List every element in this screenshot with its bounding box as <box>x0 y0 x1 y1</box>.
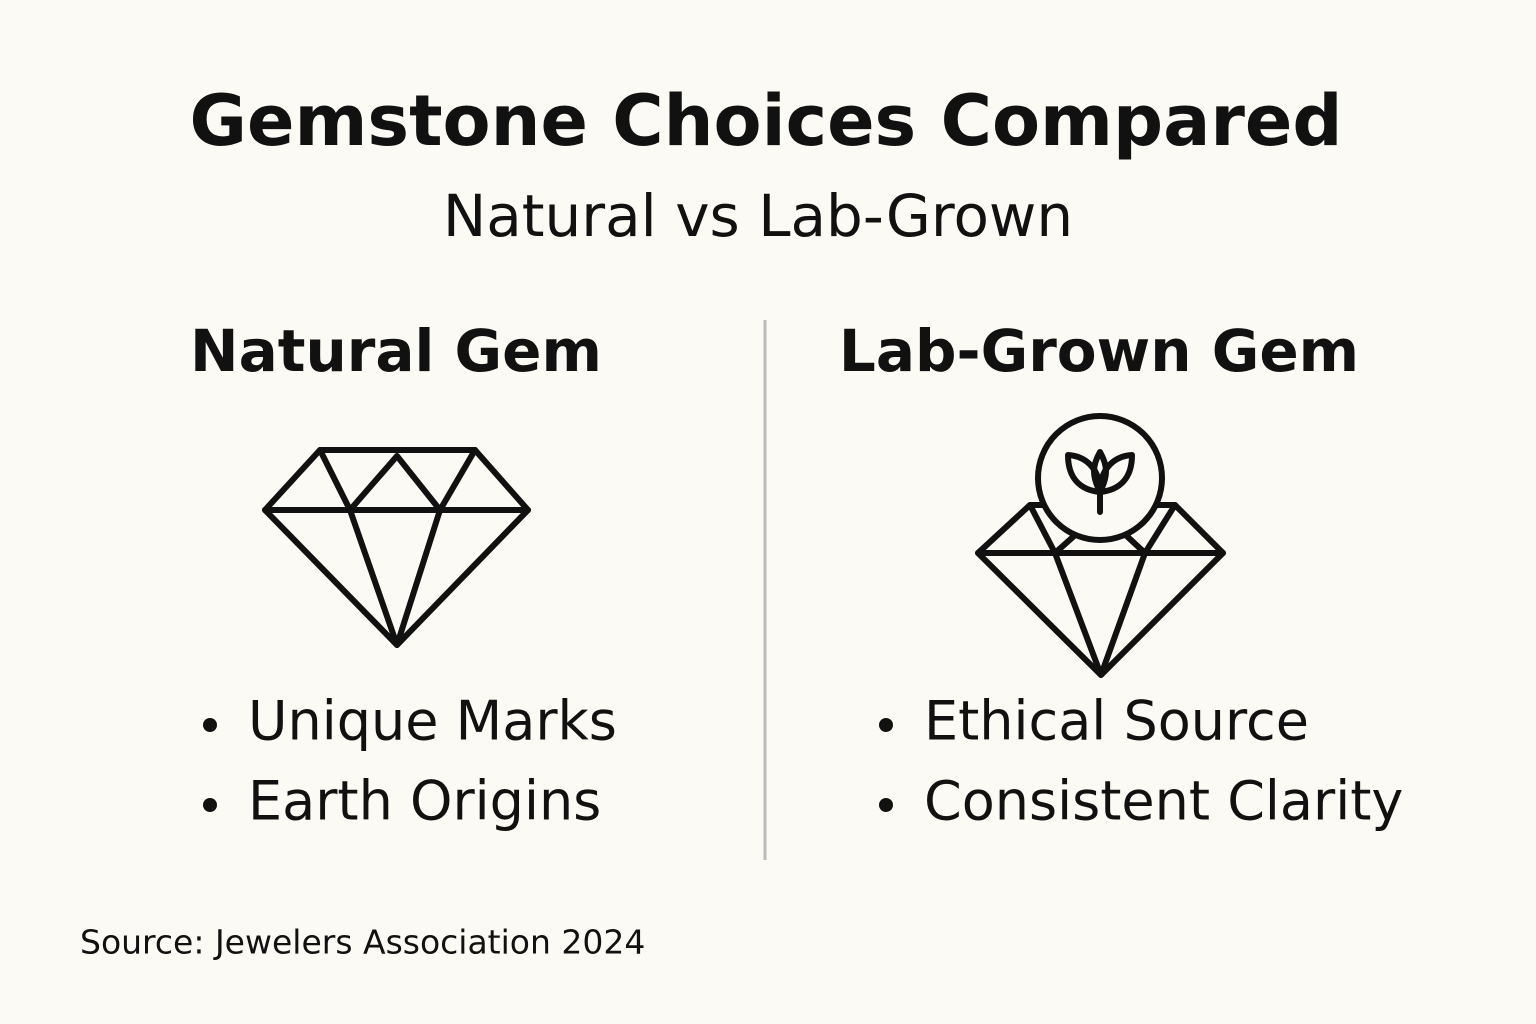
column-heading: Lab-Grown Gem <box>839 317 1359 385</box>
diamond-icon <box>262 447 531 648</box>
point: Ethical Source <box>924 690 1309 753</box>
lab-diamond-icon <box>975 413 1226 678</box>
subtitle: Natural vs Lab-Grown <box>443 182 1073 250</box>
bullet <box>879 798 893 812</box>
source-note: Source: Jewelers Association 2024 <box>80 923 645 962</box>
bullet <box>203 718 217 732</box>
column-heading: Natural Gem <box>190 317 602 385</box>
title: Gemstone Choices Compared <box>190 80 1343 162</box>
point: Unique Marks <box>248 690 617 753</box>
point: Consistent Clarity <box>924 770 1403 833</box>
point: Earth Origins <box>248 770 601 833</box>
bullet <box>879 718 893 732</box>
bullet <box>203 798 217 812</box>
